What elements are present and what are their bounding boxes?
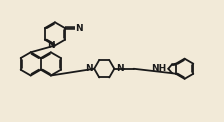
Text: N: N xyxy=(116,64,123,73)
Text: N: N xyxy=(76,24,83,33)
Text: NH: NH xyxy=(151,64,166,73)
Text: N: N xyxy=(85,64,93,73)
Text: N: N xyxy=(47,41,55,50)
